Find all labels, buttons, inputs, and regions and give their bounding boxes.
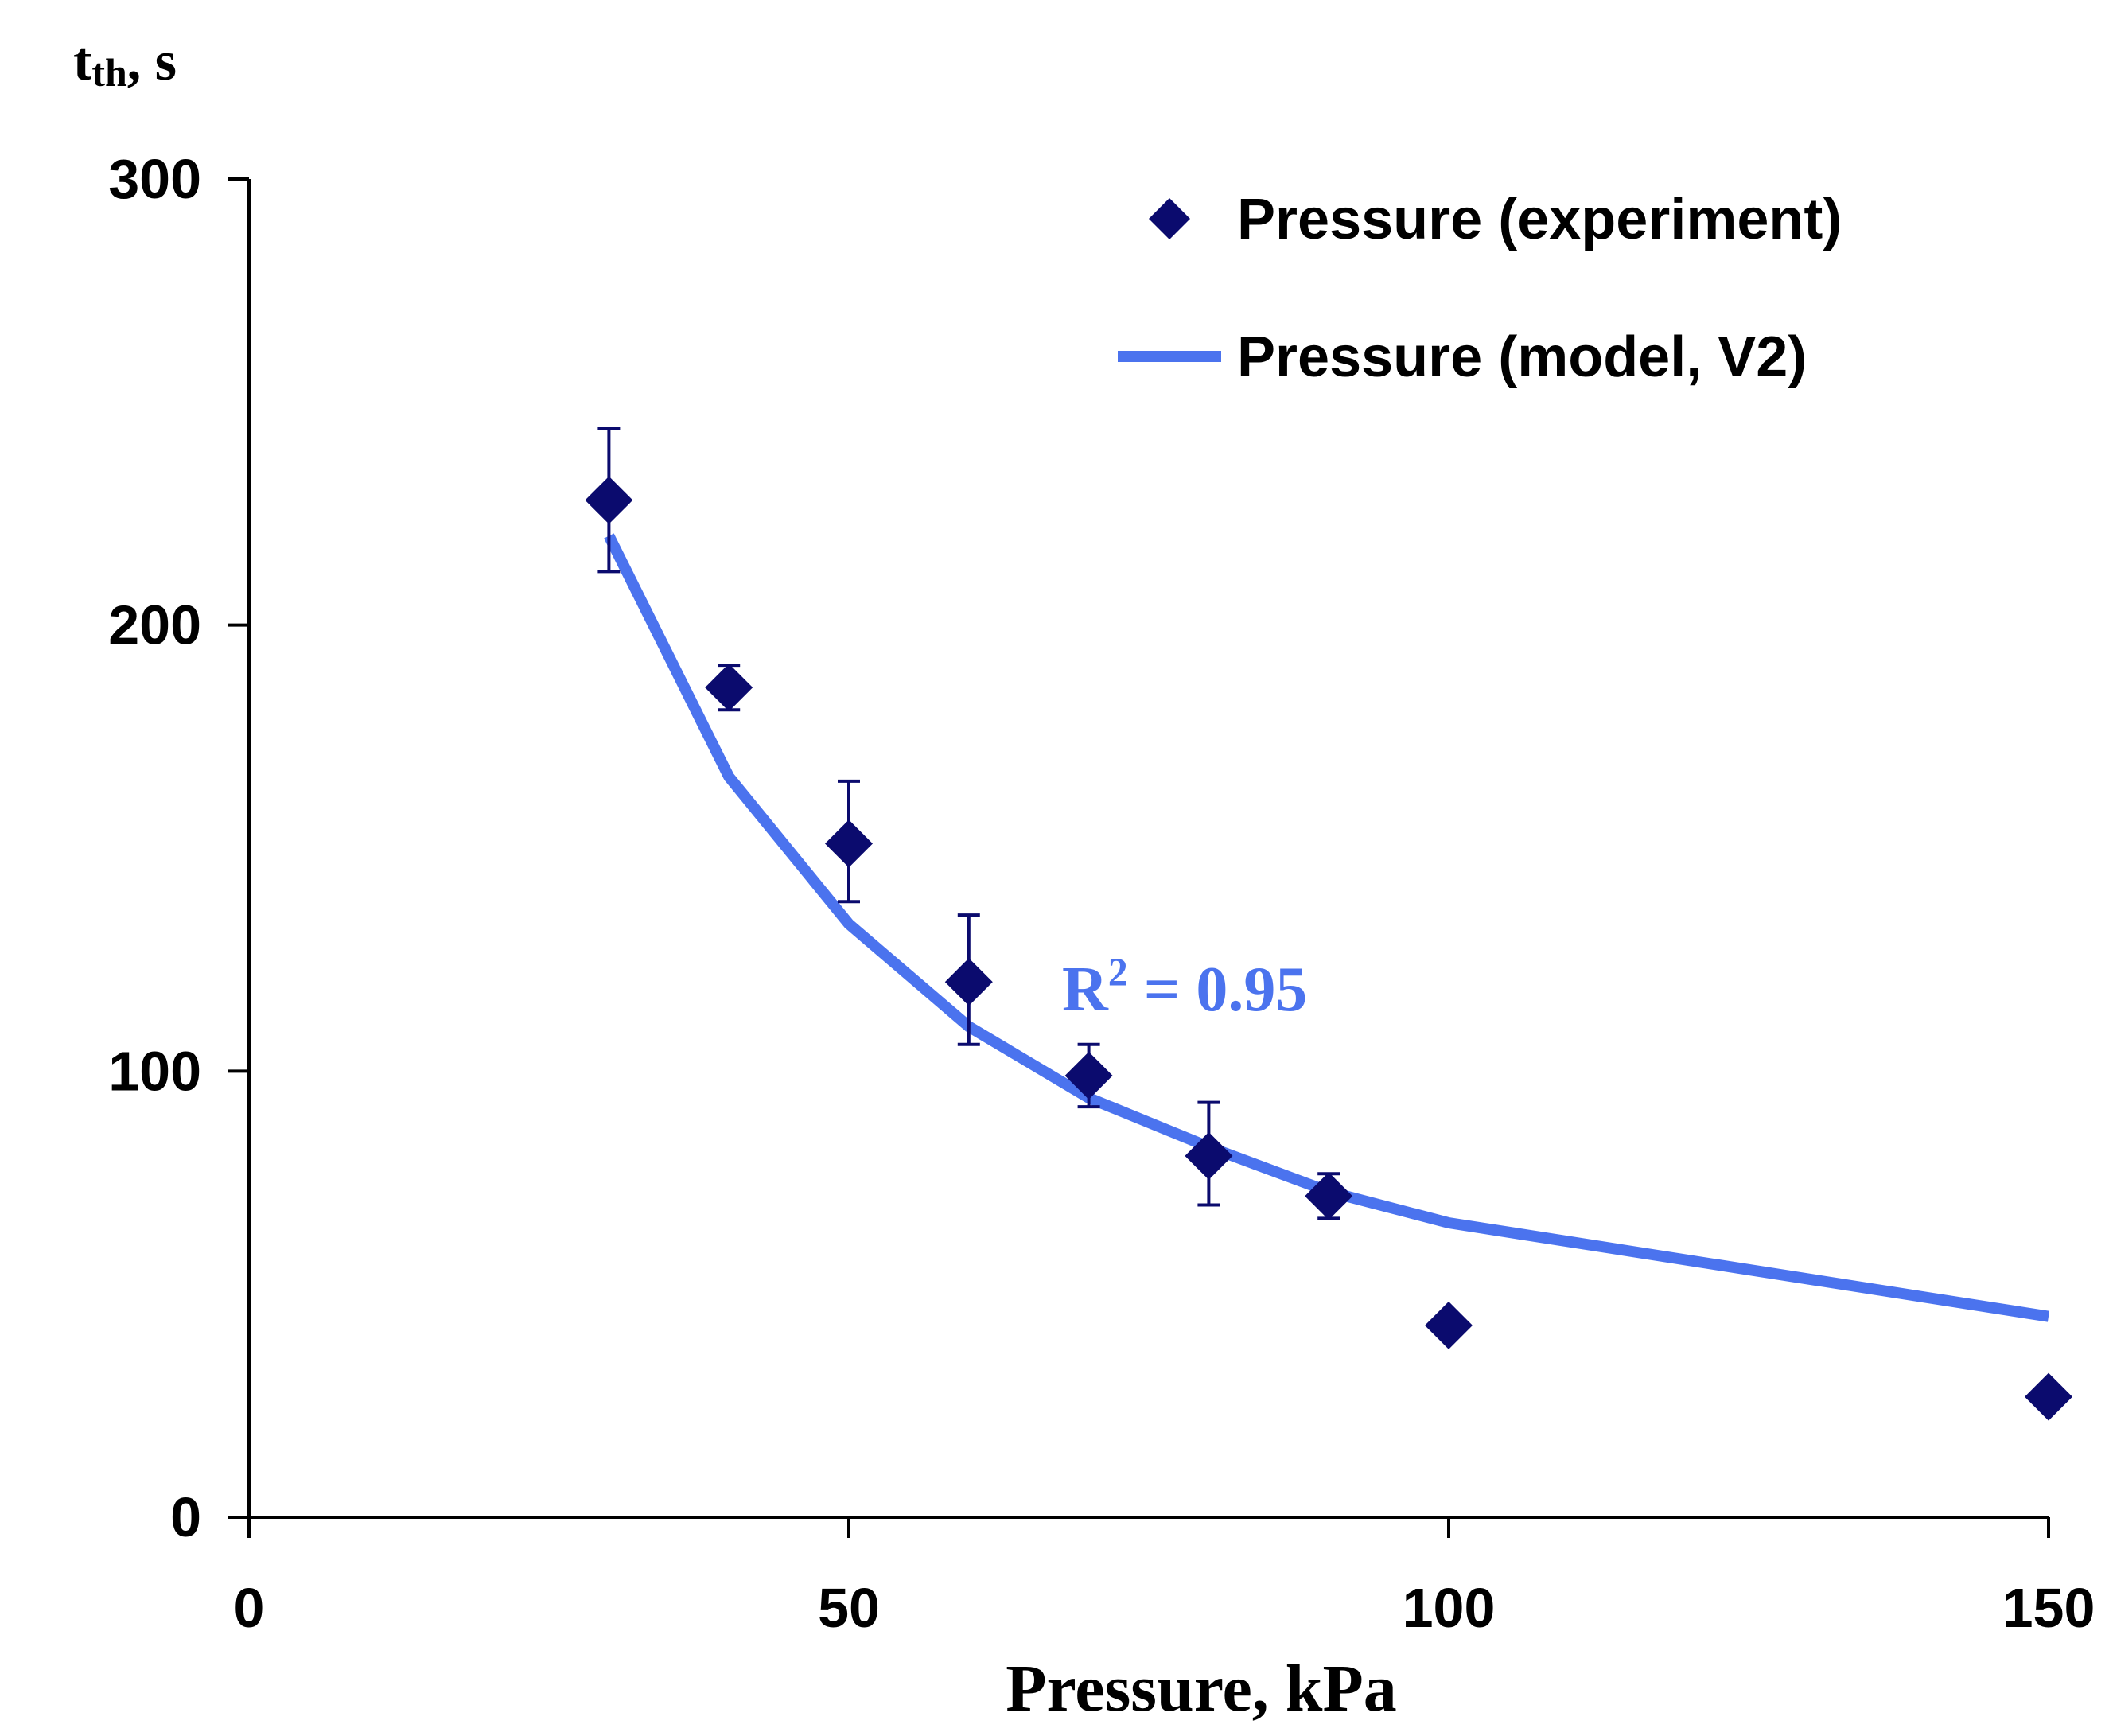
x-tick-label: 150: [2002, 1577, 2095, 1639]
x-tick-label: 100: [1403, 1577, 1496, 1639]
y-tick-label: 200: [108, 594, 201, 656]
experiment-point: [705, 664, 753, 712]
y-tick-label: 300: [108, 148, 201, 210]
experiment-points: [585, 476, 2072, 1421]
legend-label-model: Pressure (model, V2): [1237, 325, 1807, 389]
y-axis-label-unit: , s: [127, 31, 177, 92]
experiment-point: [585, 476, 633, 524]
x-tick-label: 50: [818, 1577, 880, 1639]
y-tick-label: 100: [108, 1040, 201, 1102]
r-squared-superscript: 2: [1108, 949, 1128, 994]
experiment-point: [825, 819, 873, 868]
labels: Pressure, kPa tth, s R2 = 0.95: [73, 31, 1397, 1726]
x-axis-label: Pressure, kPa: [1006, 1652, 1397, 1726]
r-squared-value: = 0.95: [1128, 955, 1308, 1025]
legend-marker-experiment: [1149, 198, 1190, 239]
y-axis-label: tth, s: [73, 31, 177, 95]
y-axis-label-main: t: [73, 31, 91, 92]
axis-ticks: 0 100 200 300 0 50 100 150: [108, 148, 2095, 1639]
experiment-point: [1305, 1172, 1353, 1220]
x-tick-label: 0: [234, 1577, 265, 1639]
r-squared-annotation: R2 = 0.95: [1062, 949, 1307, 1025]
experiment-point: [1064, 1051, 1113, 1100]
y-tick-label: 0: [170, 1486, 201, 1548]
legend: Pressure (experiment) Pressure (model, V2…: [1118, 188, 1842, 389]
experiment-point: [2025, 1372, 2072, 1421]
r-squared-base: R: [1062, 955, 1109, 1025]
axes: [247, 179, 2049, 1519]
y-axis-label-subscript: th: [91, 50, 127, 95]
experiment-point: [944, 958, 993, 1006]
experiment-point: [1425, 1301, 1473, 1349]
experiment-point: [1185, 1131, 1233, 1180]
legend-label-experiment: Pressure (experiment): [1237, 188, 1842, 251]
